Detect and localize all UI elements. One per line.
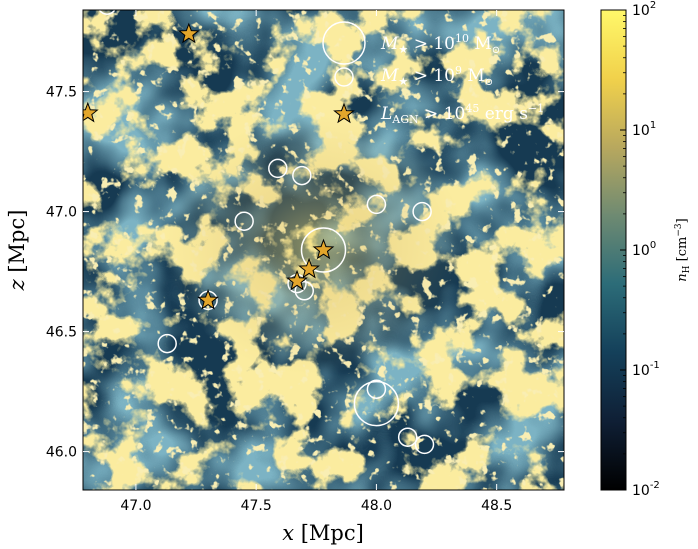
massive-galaxy-circle	[300, 227, 347, 273]
agn-markers	[83, 22, 335, 310]
colorbar-tick-label: 100	[632, 240, 656, 259]
colorbar-ticks: 102 101 100 10-1 10-2	[620, 0, 660, 499]
x-tick-label: 48.5	[481, 498, 512, 514]
legend-marker-star	[333, 102, 355, 124]
x-tick-label: 47.0	[120, 498, 151, 514]
y-tick-label: 47.0	[46, 205, 77, 221]
galaxy-circle	[412, 201, 432, 222]
galaxies	[98, 10, 435, 455]
galaxy-circle	[397, 427, 418, 447]
colorbar-tick-label: 102	[632, 0, 656, 19]
galaxy-circle	[414, 434, 435, 455]
x-tick-label: 48.0	[361, 498, 392, 514]
galaxy-circle	[268, 158, 288, 179]
galaxy-circle	[234, 211, 254, 231]
legend-marker-big-circle	[322, 21, 366, 65]
colorbar-tick-label: 101	[632, 120, 656, 139]
agn-star	[312, 238, 335, 260]
legend: M★ > 1010 M⊙ M★ > 109 M⊙ LAGN > 1045 erg s…	[322, 21, 544, 126]
legend-label: M★ > 1010 M⊙	[380, 32, 500, 56]
galaxy-circle	[294, 281, 315, 301]
y-tick-label: 46.0	[46, 445, 77, 461]
agn-star	[83, 101, 99, 123]
x-axis-ticks: 47.0 47.5 48.0 48.5	[120, 10, 512, 514]
agn-star	[286, 269, 308, 291]
y-axis-unit: [Mpc]	[5, 210, 29, 273]
colorbar-tick-label: 10-1	[632, 360, 660, 379]
massive-galaxies	[300, 227, 400, 427]
legend-marker-small-circle	[334, 67, 354, 87]
x-axis-var: x	[282, 521, 294, 545]
legend-label: LAGN > 1045 erg s−1	[380, 102, 544, 126]
density-map	[83, 10, 564, 490]
agn-star	[197, 288, 219, 310]
agn-star	[298, 257, 320, 279]
colorbar-label: nH [cm−3]	[674, 218, 692, 281]
y-axis-label: z [Mpc]	[5, 210, 29, 292]
legend-label: M★ > 109 M⊙	[380, 64, 493, 88]
y-axis-ticks: 46.0 46.5 47.0 47.5	[46, 85, 564, 461]
y-axis-var: z	[5, 278, 29, 291]
y-tick-label: 46.5	[46, 325, 77, 341]
x-tick-label: 47.5	[241, 498, 272, 514]
agn-star	[177, 22, 200, 44]
colorbar	[600, 9, 627, 491]
galaxy-circle	[157, 333, 177, 354]
galaxy-circle	[366, 194, 387, 215]
central-cluster-glow	[165, 115, 465, 375]
y-tick-label: 47.5	[46, 85, 77, 101]
plot-frame	[82, 9, 565, 491]
massive-galaxy-circle	[353, 380, 400, 427]
galaxy-circle	[98, 10, 116, 15]
galaxy-circle	[292, 165, 312, 186]
colorbar-tick-label: 10-2	[632, 480, 660, 499]
x-axis-unit: [Mpc]	[301, 521, 364, 545]
x-axis-label: x [Mpc]	[282, 521, 364, 545]
galaxy-circle	[366, 379, 387, 399]
